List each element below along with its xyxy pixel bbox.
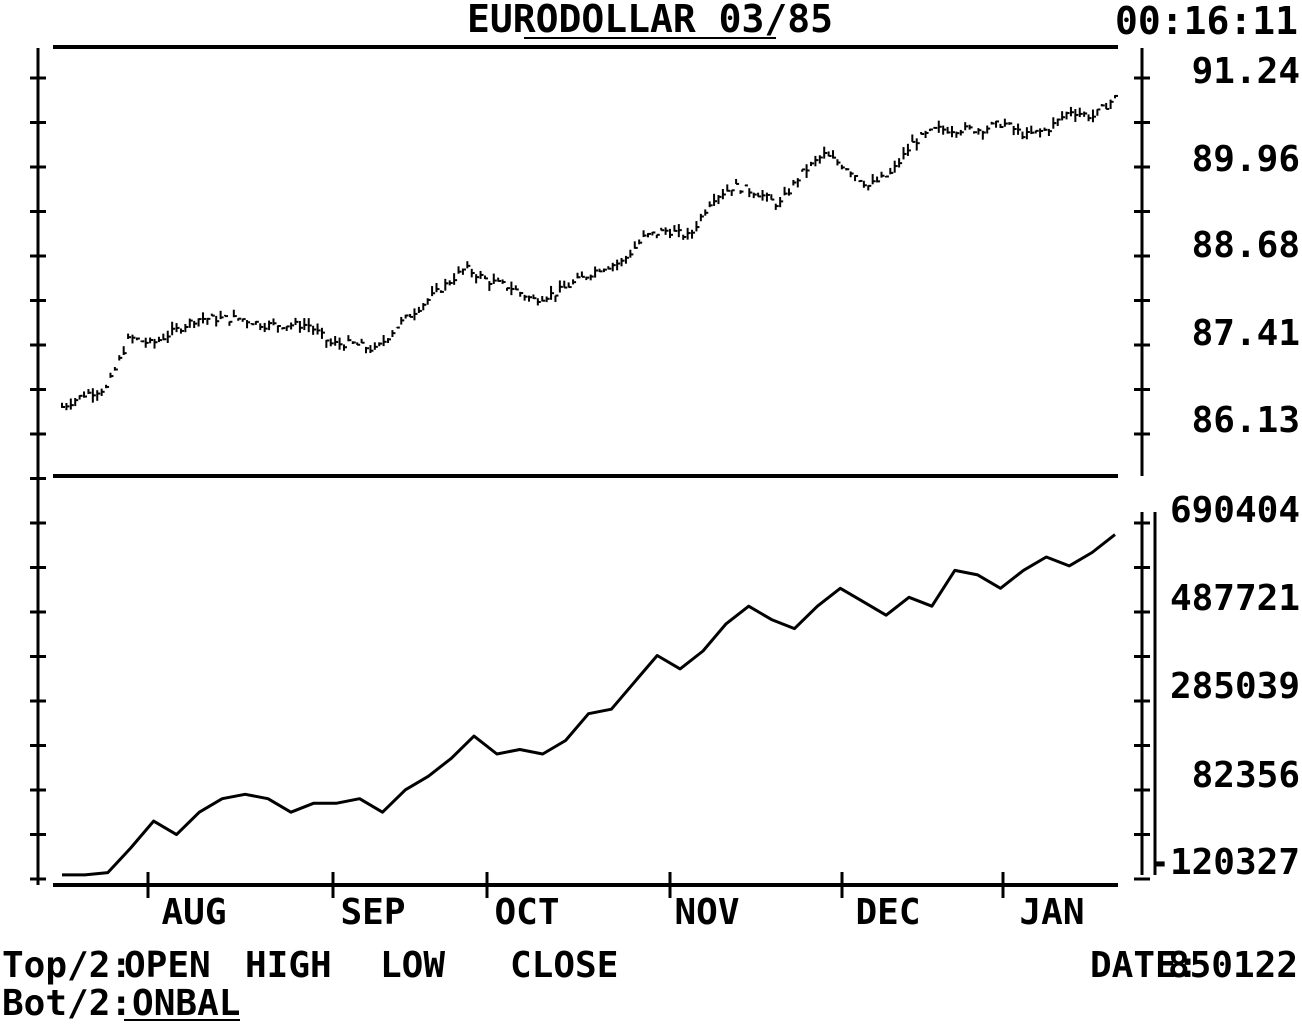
- bottom-study-label: Bot/2:ONBAL: [2, 983, 240, 1024]
- bottom-y-tick-labels: 690404 487721 285039 82356 -120327: [1148, 490, 1300, 883]
- bottom-y-tick-label: -120327: [1148, 842, 1300, 883]
- x-tick-label-jan: JAN: [1019, 892, 1084, 933]
- x-axis-ticks: [146, 872, 1005, 898]
- top-field-low: LOW: [380, 945, 445, 986]
- top-y-tick-label: 88.68: [1192, 225, 1300, 266]
- top-y-tick-label: 87.41: [1192, 313, 1300, 354]
- top-y-tick-labels: 91.24 89.96 88.68 87.41 86.13: [1192, 51, 1300, 441]
- x-tick-label-sep: SEP: [340, 892, 405, 933]
- left-axis-ticks: [30, 76, 46, 881]
- right-axis-ticks: [1134, 76, 1150, 881]
- onbal-series-line: [62, 533, 1116, 877]
- x-tick-labels: AUG SEP OCT NOV DEC JAN: [161, 892, 1084, 933]
- ohlc-series: [61, 94, 1118, 411]
- top-study-prefix: Top/2:: [2, 945, 132, 986]
- x-tick-label-oct: OCT: [494, 892, 559, 933]
- date-value: 850122: [1168, 945, 1298, 986]
- date-label: DATE:: [1090, 945, 1198, 986]
- bottom-y-tick-label: 487721: [1170, 578, 1300, 619]
- top-field-high: HIGH: [245, 945, 332, 986]
- x-tick-label-nov: NOV: [674, 892, 739, 933]
- top-y-tick-label: 86.13: [1192, 400, 1300, 441]
- x-tick-label-dec: DEC: [855, 892, 920, 933]
- bottom-y-tick-label: 82356: [1192, 755, 1300, 796]
- top-field-open: OPEN: [124, 945, 211, 986]
- bottom-y-tick-label: 690404: [1170, 490, 1300, 531]
- x-tick-label-aug: AUG: [161, 892, 226, 933]
- bottom-y-tick-label: 285039: [1170, 666, 1300, 707]
- clock-readout: 00:16:11: [1115, 0, 1298, 43]
- top-field-close: CLOSE: [510, 945, 618, 986]
- top-y-tick-label: 91.24: [1192, 51, 1300, 92]
- top-y-tick-label: 89.96: [1192, 139, 1300, 180]
- chart-title: EURODOLLAR 03/85: [467, 0, 833, 41]
